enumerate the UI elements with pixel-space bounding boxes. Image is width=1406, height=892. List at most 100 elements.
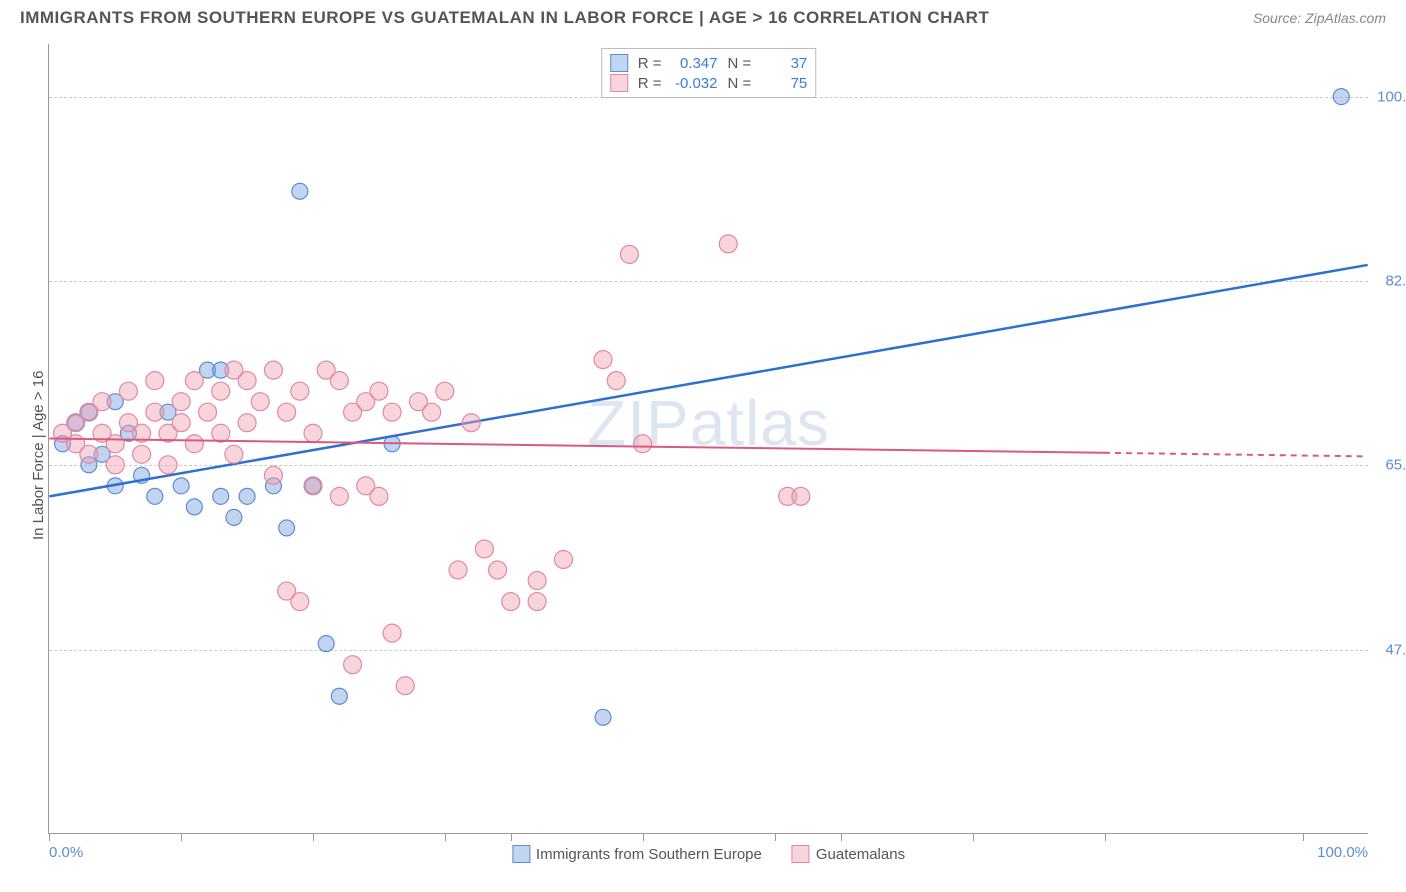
data-point <box>173 478 189 494</box>
data-point <box>370 487 388 505</box>
data-point <box>475 540 493 558</box>
legend-r-value-2: -0.032 <box>668 75 718 92</box>
swatch-series-1 <box>610 54 628 72</box>
data-point <box>528 572 546 590</box>
header: IMMIGRANTS FROM SOUTHERN EUROPE VS GUATE… <box>0 0 1406 34</box>
data-point <box>185 372 203 390</box>
x-tick <box>445 833 446 841</box>
legend-n-value-2: 75 <box>757 75 807 92</box>
legend-n-label-1: N = <box>724 55 752 72</box>
data-point <box>119 382 137 400</box>
data-point <box>172 393 190 411</box>
data-point <box>146 403 164 421</box>
data-point <box>304 477 322 495</box>
data-point <box>93 393 111 411</box>
data-point <box>792 487 810 505</box>
x-tick <box>511 833 512 841</box>
y-tick-label: 65.0% <box>1385 457 1406 474</box>
data-point <box>225 445 243 463</box>
x-tick <box>313 833 314 841</box>
data-point <box>106 435 124 453</box>
data-point <box>212 424 230 442</box>
data-point <box>185 435 203 453</box>
data-point <box>238 372 256 390</box>
data-point <box>344 656 362 674</box>
data-point <box>607 372 625 390</box>
data-point <box>396 677 414 695</box>
data-point <box>489 561 507 579</box>
y-tick-label: 82.5% <box>1385 273 1406 290</box>
chart-title: IMMIGRANTS FROM SOUTHERN EUROPE VS GUATE… <box>20 8 989 28</box>
legend-n-label-2: N = <box>724 75 752 92</box>
data-point <box>238 414 256 432</box>
x-tick <box>181 833 182 841</box>
x-axis-label-max: 100.0% <box>1317 844 1368 861</box>
data-point <box>370 382 388 400</box>
data-point <box>318 636 334 652</box>
data-point <box>634 435 652 453</box>
y-tick-label: 47.5% <box>1385 641 1406 658</box>
legend-row-series-2: R = -0.032 N = 75 <box>610 73 808 93</box>
data-point <box>212 382 230 400</box>
x-tick <box>841 833 842 841</box>
data-point <box>554 550 572 568</box>
data-point <box>251 393 269 411</box>
legend-correlation-box: R = 0.347 N = 37 R = -0.032 N = 75 <box>601 48 817 98</box>
x-axis-label-min: 0.0% <box>49 844 83 861</box>
legend-n-value-1: 37 <box>757 55 807 72</box>
data-point <box>172 414 190 432</box>
data-point <box>292 183 308 199</box>
data-point <box>264 466 282 484</box>
data-point <box>279 520 295 536</box>
data-point <box>278 403 296 421</box>
data-point <box>1333 89 1349 105</box>
legend-r-value-1: 0.347 <box>668 55 718 72</box>
trend-line-extrapolated <box>1104 453 1368 457</box>
scatter-plot-svg <box>49 44 1368 833</box>
data-point <box>330 487 348 505</box>
data-point <box>133 445 151 463</box>
x-tick <box>49 833 50 841</box>
data-point <box>383 624 401 642</box>
data-point <box>291 382 309 400</box>
legend-r-label-2: R = <box>634 75 662 92</box>
x-tick <box>1303 833 1304 841</box>
data-point <box>331 688 347 704</box>
swatch-bottom-2 <box>792 845 810 863</box>
data-point <box>436 382 454 400</box>
legend-bottom-item-1: Immigrants from Southern Europe <box>512 845 762 863</box>
legend-bottom-item-2: Guatemalans <box>792 845 905 863</box>
data-point <box>594 351 612 369</box>
data-point <box>423 403 441 421</box>
y-tick-label: 100.0% <box>1377 88 1406 105</box>
data-point <box>304 424 322 442</box>
y-axis-title: In Labor Force | Age > 16 <box>30 371 47 540</box>
data-point <box>146 372 164 390</box>
trend-line <box>49 439 1104 453</box>
legend-row-series-1: R = 0.347 N = 37 <box>610 53 808 73</box>
data-point <box>595 709 611 725</box>
data-point <box>147 488 163 504</box>
data-point <box>330 372 348 390</box>
x-tick <box>973 833 974 841</box>
data-point <box>186 499 202 515</box>
legend-bottom-label-1: Immigrants from Southern Europe <box>536 846 762 863</box>
data-point <box>213 488 229 504</box>
data-point <box>226 509 242 525</box>
data-point <box>239 488 255 504</box>
data-point <box>159 456 177 474</box>
swatch-series-2 <box>610 74 628 92</box>
chart-plot-area: ZIPatlas R = 0.347 N = 37 R = -0.032 N =… <box>48 44 1368 834</box>
data-point <box>528 593 546 611</box>
data-point <box>462 414 480 432</box>
x-tick <box>775 833 776 841</box>
data-point <box>719 235 737 253</box>
data-point <box>199 403 217 421</box>
legend-series-box: Immigrants from Southern Europe Guatemal… <box>512 845 905 863</box>
data-point <box>106 456 124 474</box>
source-attribution: Source: ZipAtlas.com <box>1253 10 1386 26</box>
swatch-bottom-1 <box>512 845 530 863</box>
legend-r-label-1: R = <box>634 55 662 72</box>
data-point <box>502 593 520 611</box>
data-point <box>264 361 282 379</box>
